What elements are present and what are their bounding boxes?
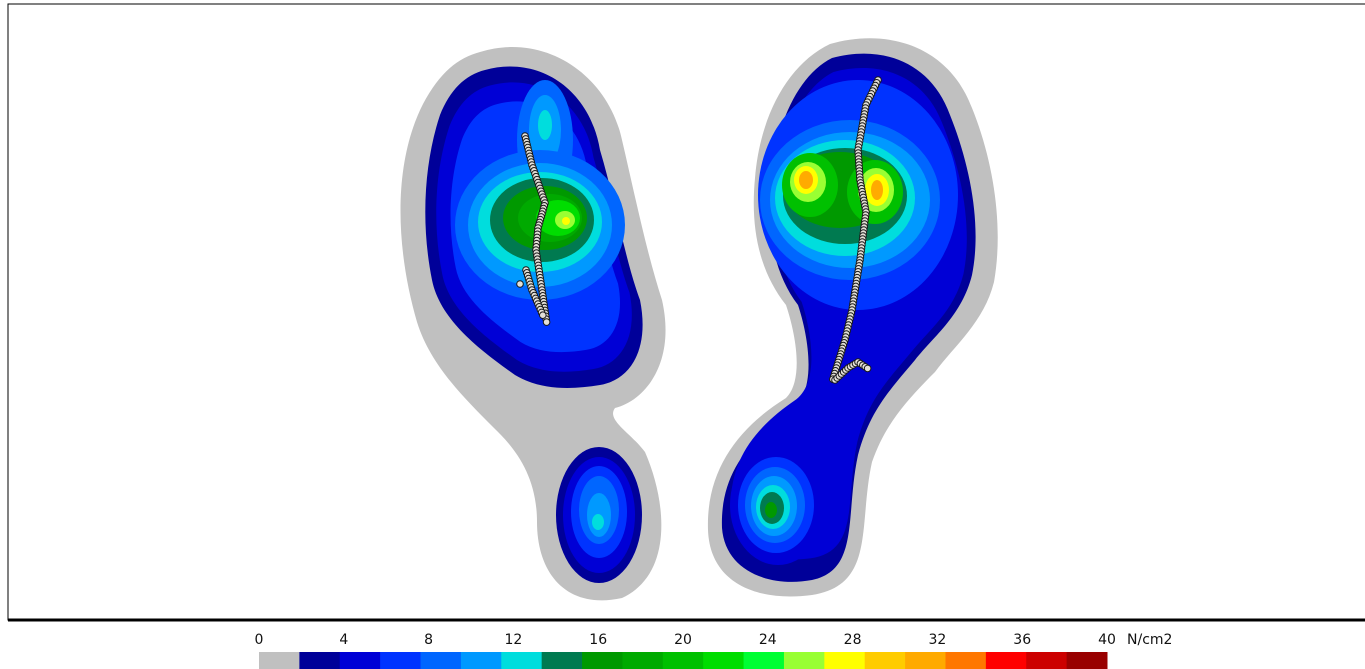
cop-trail <box>516 76 882 384</box>
colorbar-swatch <box>945 652 987 669</box>
colorbar-swatch <box>1066 652 1108 669</box>
colorbar-swatch <box>299 652 341 669</box>
cop-point <box>863 364 872 373</box>
cop-point <box>539 311 547 320</box>
colorbar-swatch <box>743 652 785 669</box>
colorbar-tick-label: 16 <box>589 632 607 648</box>
colorbar-swatch <box>541 652 583 669</box>
colorbar-swatch <box>905 652 946 669</box>
colorbar-swatch <box>824 652 866 669</box>
colorbar-swatch <box>783 652 825 669</box>
plot-frame <box>7 3 1365 621</box>
cop-point <box>542 318 551 326</box>
colorbar-swatch <box>864 652 906 669</box>
colorbar-tick-label: 12 <box>504 632 522 648</box>
colorbar-swatch <box>339 652 381 669</box>
colorbar-unit: N/cm2 <box>1127 632 1172 648</box>
colorbar-tick-label: 20 <box>674 632 692 648</box>
colorbar-swatch <box>420 652 462 669</box>
colorbar-tick-label: 28 <box>844 632 862 648</box>
colorbar-tick-label: 4 <box>339 632 348 648</box>
colorbar-swatch <box>622 652 664 669</box>
colorbar-tick-label: 40 <box>1098 632 1116 648</box>
colorbar-swatch <box>501 652 543 669</box>
colorbar: 0 4 8 12 16 20 24 28 32 36 40 N/cm2 <box>255 632 1172 669</box>
colorbar-tick-label: 8 <box>424 632 433 648</box>
colorbar-swatch <box>380 652 422 669</box>
colorbar-tick-label: 32 <box>928 632 946 648</box>
colorbar-swatch <box>1026 652 1068 669</box>
colorbar-swatch <box>662 652 704 669</box>
colorbar-tick-label: 36 <box>1013 632 1031 648</box>
colorbar-swatch <box>985 652 1027 669</box>
colorbar-swatch <box>460 652 502 669</box>
colorbar-tick-label: 0 <box>255 632 264 648</box>
colorbar-swatch <box>703 652 745 669</box>
colorbar-tick-label: 24 <box>759 632 777 648</box>
cop-point <box>516 280 524 288</box>
colorbar-swatch <box>259 652 300 669</box>
colorbar-swatch <box>582 652 623 669</box>
